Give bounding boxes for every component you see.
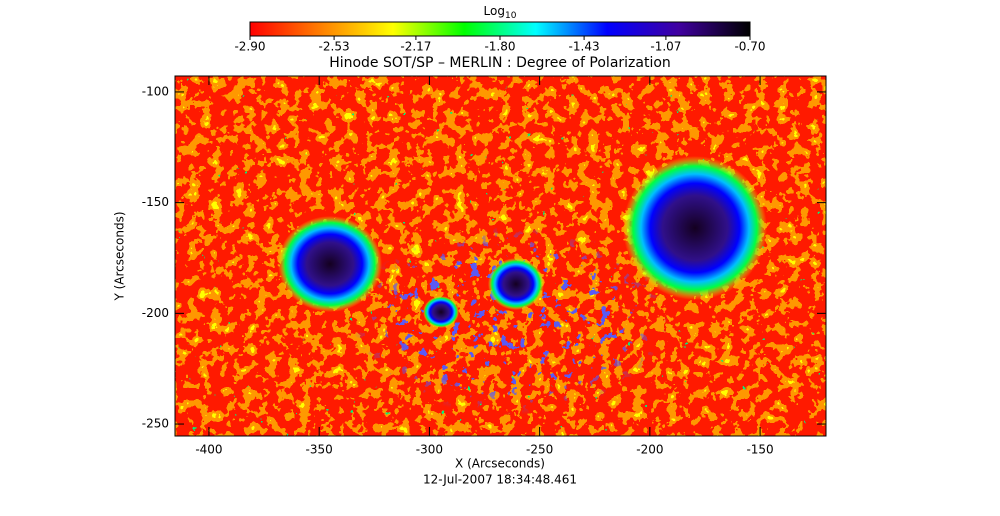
footer: 12-Jul-2007 18:34:48.461 bbox=[423, 473, 577, 487]
colorbar bbox=[249, 21, 751, 37]
y-tick-label: -150 bbox=[142, 195, 169, 209]
colorbar-tick-label: -2.53 bbox=[319, 40, 350, 54]
x-tick-label: -350 bbox=[306, 443, 333, 457]
colorbar-tick-label: -1.07 bbox=[650, 40, 681, 54]
plot-frame bbox=[174, 75, 827, 437]
x-tick-label: -250 bbox=[526, 443, 553, 457]
x-tick-label: -200 bbox=[636, 443, 663, 457]
x-tick-label: -150 bbox=[746, 443, 773, 457]
x-tick-label: -300 bbox=[416, 443, 443, 457]
colorbar-title-sub: 10 bbox=[505, 11, 517, 21]
x-tick-label: -400 bbox=[195, 443, 222, 457]
y-tick-label: -100 bbox=[142, 84, 169, 98]
colorbar-title: Log10 bbox=[484, 4, 517, 21]
colorbar-tick-label: -2.17 bbox=[400, 40, 431, 54]
colorbar-tick-label: -1.80 bbox=[484, 40, 515, 54]
image bbox=[175, 76, 826, 436]
y-axis-label: Y (Arcseconds) bbox=[113, 211, 127, 301]
colorbar-tick-label: -1.43 bbox=[569, 40, 600, 54]
chart-title: Hinode SOT/SP – MERLIN : Degree of Polar… bbox=[329, 55, 671, 71]
y-tick-label: -200 bbox=[142, 306, 169, 320]
colorbar-tick-label: -0.70 bbox=[734, 40, 765, 54]
x-axis-label: X (Arcseconds) bbox=[455, 457, 545, 471]
colorbar-title-main: Log bbox=[484, 4, 505, 18]
y-tick-label: -250 bbox=[142, 417, 169, 431]
colorbar-tick-label: -2.90 bbox=[234, 40, 265, 54]
